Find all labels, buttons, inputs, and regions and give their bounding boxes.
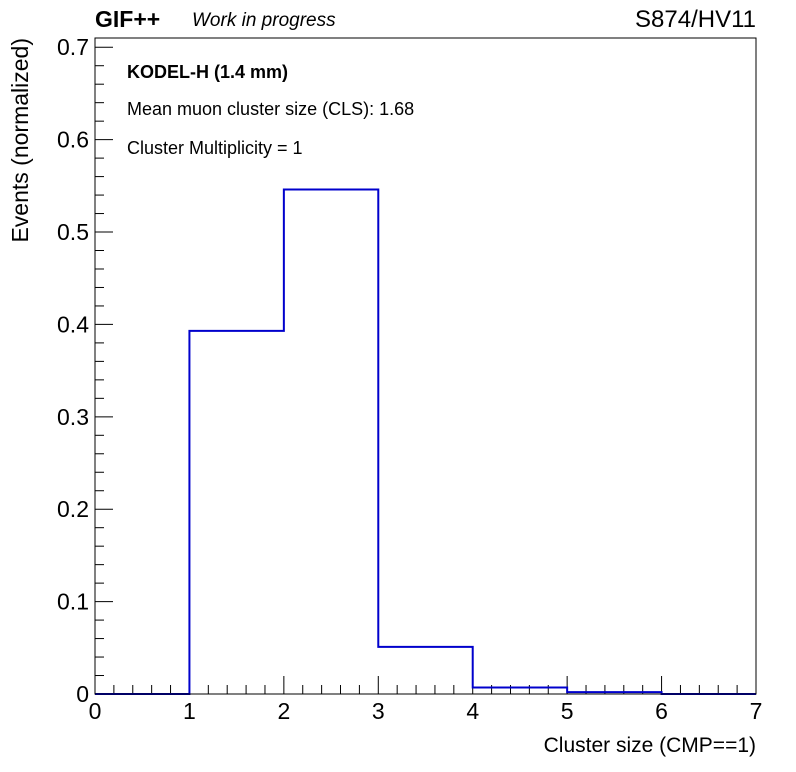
run-tag-label: S874/HV11 <box>635 6 756 33</box>
plot-frame <box>94 37 757 695</box>
x-axis-label: Cluster size (CMP==1) <box>544 734 756 757</box>
axis-tick-labels: 0 1 2 3 4 5 6 7 0 0.1 0.2 0.3 0.4 0.5 0.6 0.7 <box>57 34 762 724</box>
y-tick-label: 0.5 <box>57 219 89 245</box>
y-tick-label: 0.1 <box>57 589 89 615</box>
y-tick-label: 0.3 <box>57 404 89 430</box>
histogram-series <box>95 188 756 695</box>
annotations: KODEL-H (1.4 mm) Mean muon cluster size (… <box>127 62 414 158</box>
x-tick-label: 6 <box>655 698 668 724</box>
y-tick-label: 0.2 <box>57 496 89 522</box>
y-tick-label: 0 <box>76 681 89 707</box>
y-tick-label: 0.7 <box>57 34 89 60</box>
experiment-label: GIF++ <box>95 6 161 32</box>
x-tick-label: 5 <box>561 698 574 724</box>
y-tick-label: 0.4 <box>57 311 89 337</box>
x-tick-label: 0 <box>89 698 102 724</box>
x-tick-label: 7 <box>750 698 763 724</box>
annotation-text: Mean muon cluster size (CLS): 1.68 <box>127 99 414 119</box>
x-tick-label: 4 <box>466 698 479 724</box>
status-label: Work in progress <box>192 10 336 31</box>
annotation-text: KODEL-H (1.4 mm) <box>127 62 288 82</box>
x-tick-label: 3 <box>372 698 385 724</box>
x-tick-label: 2 <box>277 698 290 724</box>
y-axis-label: Events (normalized) <box>7 38 33 243</box>
y-tick-label: 0.6 <box>57 127 89 153</box>
annotation-text: Cluster Multiplicity = 1 <box>127 138 303 158</box>
x-tick-label: 1 <box>183 698 196 724</box>
